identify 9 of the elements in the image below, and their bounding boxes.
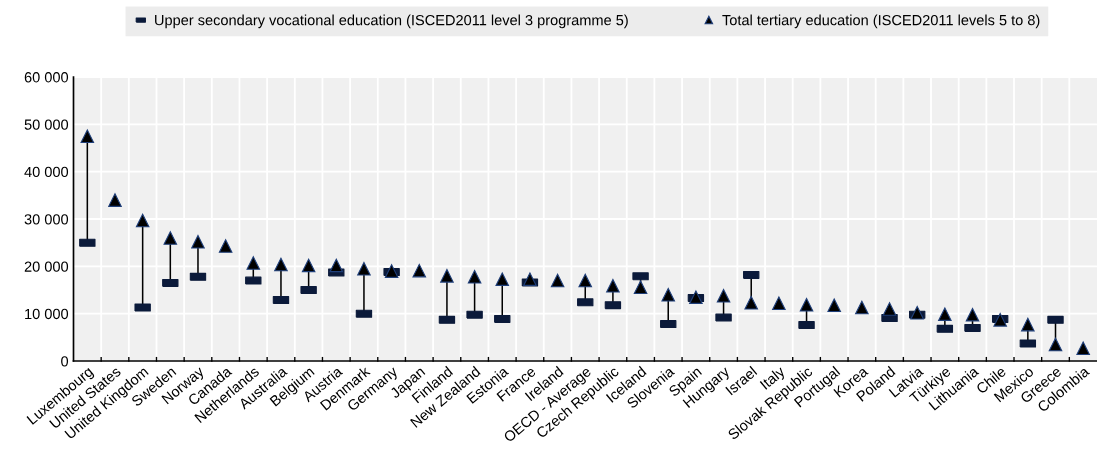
- y-tick-label: 40 000: [24, 166, 69, 178]
- y-tick-label: 0: [61, 356, 69, 367]
- y-tick-label: 60 000: [24, 72, 69, 83]
- y-tick-label: 30 000: [24, 214, 69, 225]
- legend-label: Total tertiary education (ISCED2011 levels 5 to 8): [722, 14, 1040, 29]
- y-tick-label: 10 000: [25, 308, 69, 320]
- y-tick-label: 50 000: [24, 119, 69, 130]
- legend-label: Upper secondary vocational education (ISCED2011 level 3 programme 5): [155, 14, 628, 29]
- y-tick-label: 20 000: [24, 261, 69, 272]
